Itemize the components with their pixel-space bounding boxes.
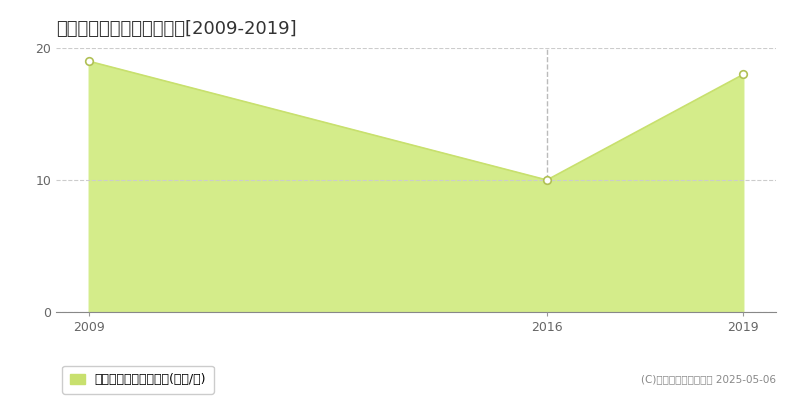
Point — [82, 58, 95, 64]
Point — [737, 71, 750, 78]
Text: 高松市西町　土地価格推移[2009-2019]: 高松市西町 土地価格推移[2009-2019] — [56, 20, 297, 38]
Point — [541, 177, 554, 183]
Text: (C)土地価格ドットコム 2025-05-06: (C)土地価格ドットコム 2025-05-06 — [641, 374, 776, 384]
Legend: 土地価格　平均坪単価(万円/坪): 土地価格 平均坪単価(万円/坪) — [62, 366, 214, 394]
